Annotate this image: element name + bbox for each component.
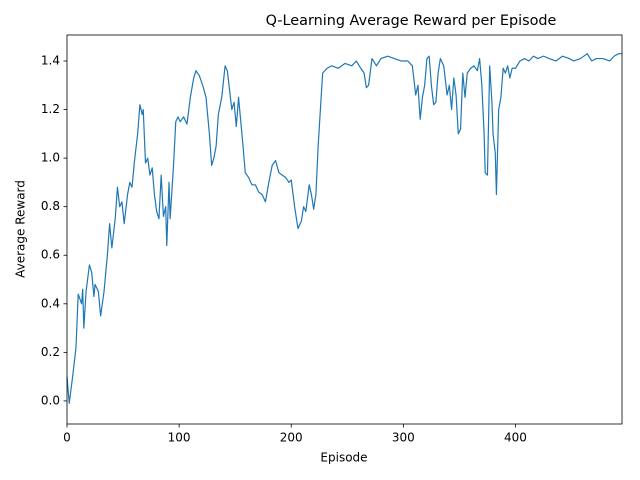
y-tick-label: 0.4 [41, 296, 60, 310]
y-tick-label: 0.2 [41, 345, 60, 359]
data-line [66, 53, 622, 404]
y-tick-label: 1.2 [41, 102, 60, 116]
y-tick-label: 0.6 [41, 248, 60, 262]
y-tick-label: 0.8 [41, 199, 60, 213]
x-tick-label: 300 [392, 431, 415, 445]
y-tick-label: 1.4 [41, 53, 60, 67]
x-tick-label: 200 [280, 431, 303, 445]
axes-frame [66, 34, 623, 425]
x-tick-label: 0 [63, 431, 71, 445]
y-tick-label: 0.0 [41, 393, 60, 407]
x-tick-label: 400 [504, 431, 527, 445]
y-tick-label: 1.0 [41, 151, 60, 165]
chart-title: Q-Learning Average Reward per Episode [266, 13, 557, 29]
x-tick-label: 100 [168, 431, 191, 445]
y-axis-label: Average Reward [14, 180, 28, 278]
x-axis-label: Episode [320, 451, 367, 465]
